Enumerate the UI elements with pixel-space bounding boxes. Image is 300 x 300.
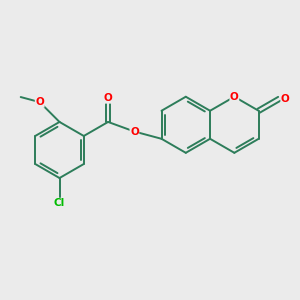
Text: O: O <box>104 93 112 103</box>
Text: O: O <box>130 127 139 136</box>
Text: O: O <box>230 92 239 102</box>
Text: O: O <box>35 97 44 107</box>
Text: Cl: Cl <box>54 198 65 208</box>
Text: O: O <box>281 94 290 104</box>
